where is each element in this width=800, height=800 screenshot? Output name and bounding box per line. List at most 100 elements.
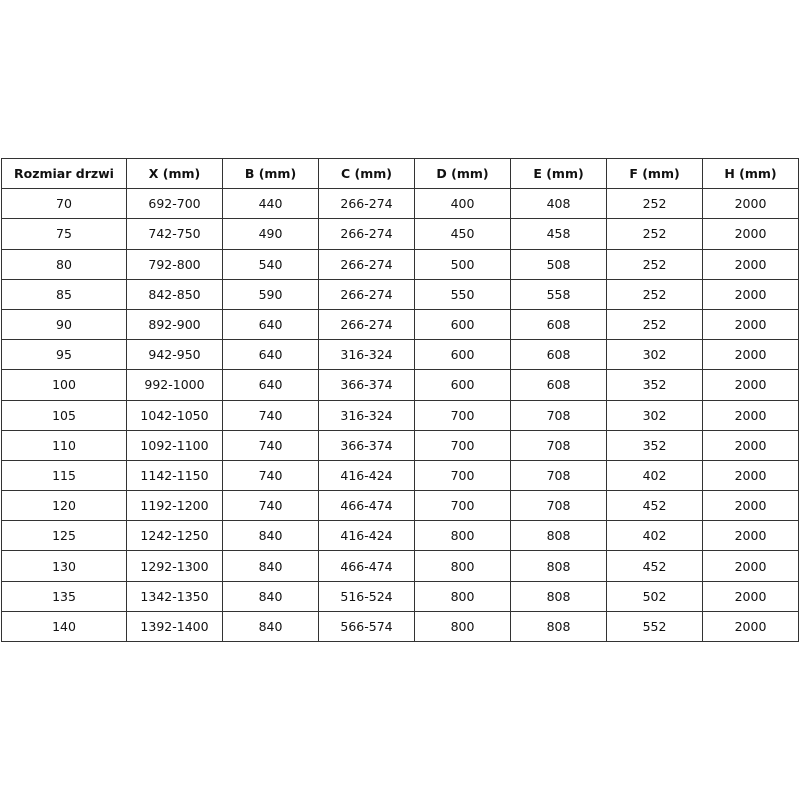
column-header: H (mm) bbox=[702, 157, 799, 190]
table-cell: 416-424 bbox=[318, 520, 415, 552]
table-cell: 2000 bbox=[702, 339, 799, 371]
table-cell: 452 bbox=[606, 490, 703, 522]
table-row: 140 1392-1400 840 566-574 800 808 552 2000 bbox=[1, 610, 799, 643]
table-cell: 366-374 bbox=[318, 369, 415, 401]
table-cell: 2000 bbox=[702, 580, 799, 612]
table-cell: 840 bbox=[222, 580, 319, 612]
table-cell: 302 bbox=[606, 339, 703, 371]
table-cell: 740 bbox=[222, 490, 319, 522]
table-cell: 740 bbox=[222, 429, 319, 461]
table-cell: 115 bbox=[1, 459, 127, 492]
table-cell: 692-700 bbox=[126, 188, 223, 220]
table-cell: 95 bbox=[1, 339, 127, 371]
table-cell: 600 bbox=[414, 339, 511, 371]
table-cell: 640 bbox=[222, 308, 319, 341]
table-cell: 2000 bbox=[702, 218, 799, 250]
table-cell: 2000 bbox=[702, 188, 799, 220]
table-row: 125 1242-1250 840 416-424 800 808 402 2000 bbox=[1, 520, 799, 552]
table-cell: 1292-1300 bbox=[126, 550, 223, 582]
column-header: C (mm) bbox=[318, 157, 415, 190]
door-size-table: Rozmiar drzwi X (mm) B (mm) C (mm) D (mm) E (… bbox=[1, 157, 799, 643]
table-cell: 508 bbox=[510, 248, 607, 280]
table-cell: 500 bbox=[414, 248, 511, 280]
table-cell: 316-324 bbox=[318, 339, 415, 371]
table-cell: 252 bbox=[606, 188, 703, 220]
table-row: 105 1042-1050 740 316-324 700 708 302 2000 bbox=[1, 399, 799, 431]
table-cell: 708 bbox=[510, 399, 607, 431]
table-row: 75 742-750 490 266-274 450 458 252 2000 bbox=[1, 218, 799, 250]
table-cell: 808 bbox=[510, 520, 607, 552]
table-cell: 840 bbox=[222, 550, 319, 582]
table-cell: 892-900 bbox=[126, 308, 223, 341]
table-cell: 608 bbox=[510, 308, 607, 341]
table-cell: 366-374 bbox=[318, 429, 415, 461]
table-cell: 640 bbox=[222, 339, 319, 371]
table-cell: 70 bbox=[1, 188, 127, 220]
table-cell: 2000 bbox=[702, 399, 799, 431]
table-cell: 740 bbox=[222, 459, 319, 492]
table-row: 130 1292-1300 840 466-474 800 808 452 2000 bbox=[1, 550, 799, 582]
table-cell: 402 bbox=[606, 459, 703, 492]
table-cell: 1092-1100 bbox=[126, 429, 223, 461]
table-cell: 502 bbox=[606, 580, 703, 612]
table-cell: 800 bbox=[414, 580, 511, 612]
table-cell: 600 bbox=[414, 369, 511, 401]
table-row: 80 792-800 540 266-274 500 508 252 2000 bbox=[1, 248, 799, 280]
table-cell: 135 bbox=[1, 580, 127, 612]
table-cell: 85 bbox=[1, 278, 127, 310]
table-cell: 450 bbox=[414, 218, 511, 250]
table-cell: 1392-1400 bbox=[126, 610, 223, 643]
table-cell: 640 bbox=[222, 369, 319, 401]
table-cell: 608 bbox=[510, 339, 607, 371]
table-cell: 808 bbox=[510, 610, 607, 643]
table-cell: 1042-1050 bbox=[126, 399, 223, 431]
column-header: B (mm) bbox=[222, 157, 319, 190]
table-cell: 252 bbox=[606, 308, 703, 341]
table-cell: 2000 bbox=[702, 369, 799, 401]
table-row: 135 1342-1350 840 516-524 800 808 502 2000 bbox=[1, 580, 799, 612]
table-cell: 2000 bbox=[702, 520, 799, 552]
table-cell: 252 bbox=[606, 248, 703, 280]
table-cell: 352 bbox=[606, 429, 703, 461]
table-cell: 792-800 bbox=[126, 248, 223, 280]
table-cell: 1142-1150 bbox=[126, 459, 223, 492]
table-cell: 2000 bbox=[702, 308, 799, 341]
table-cell: 252 bbox=[606, 218, 703, 250]
table-cell: 2000 bbox=[702, 429, 799, 461]
table-cell: 458 bbox=[510, 218, 607, 250]
table-cell: 942-950 bbox=[126, 339, 223, 371]
table-cell: 302 bbox=[606, 399, 703, 431]
table-cell: 266-274 bbox=[318, 278, 415, 310]
table-cell: 700 bbox=[414, 429, 511, 461]
table-cell: 466-474 bbox=[318, 550, 415, 582]
table-row: 110 1092-1100 740 366-374 700 708 352 2000 bbox=[1, 429, 799, 461]
column-header: E (mm) bbox=[510, 157, 607, 190]
table-cell: 800 bbox=[414, 520, 511, 552]
table-cell: 600 bbox=[414, 308, 511, 341]
table-row: 85 842-850 590 266-274 550 558 252 2000 bbox=[1, 278, 799, 310]
table-cell: 800 bbox=[414, 550, 511, 582]
table-row: 100 992-1000 640 366-374 600 608 352 2000 bbox=[1, 369, 799, 401]
table-cell: 416-424 bbox=[318, 459, 415, 492]
table-row: 95 942-950 640 316-324 600 608 302 2000 bbox=[1, 339, 799, 371]
column-header: Rozmiar drzwi bbox=[1, 157, 127, 190]
table-cell: 440 bbox=[222, 188, 319, 220]
table-cell: 140 bbox=[1, 610, 127, 643]
table-cell: 558 bbox=[510, 278, 607, 310]
table-cell: 708 bbox=[510, 459, 607, 492]
table-cell: 130 bbox=[1, 550, 127, 582]
table-cell: 992-1000 bbox=[126, 369, 223, 401]
table-cell: 80 bbox=[1, 248, 127, 280]
table-row: 120 1192-1200 740 466-474 700 708 452 2000 bbox=[1, 490, 799, 522]
table-cell: 1242-1250 bbox=[126, 520, 223, 552]
column-header: D (mm) bbox=[414, 157, 511, 190]
table-cell: 490 bbox=[222, 218, 319, 250]
table-cell: 608 bbox=[510, 369, 607, 401]
table-cell: 100 bbox=[1, 369, 127, 401]
table-cell: 252 bbox=[606, 278, 703, 310]
table-row: 115 1142-1150 740 416-424 700 708 402 2000 bbox=[1, 459, 799, 492]
column-header: X (mm) bbox=[126, 157, 223, 190]
column-header: F (mm) bbox=[606, 157, 703, 190]
table-cell: 90 bbox=[1, 308, 127, 341]
table-cell: 840 bbox=[222, 610, 319, 643]
